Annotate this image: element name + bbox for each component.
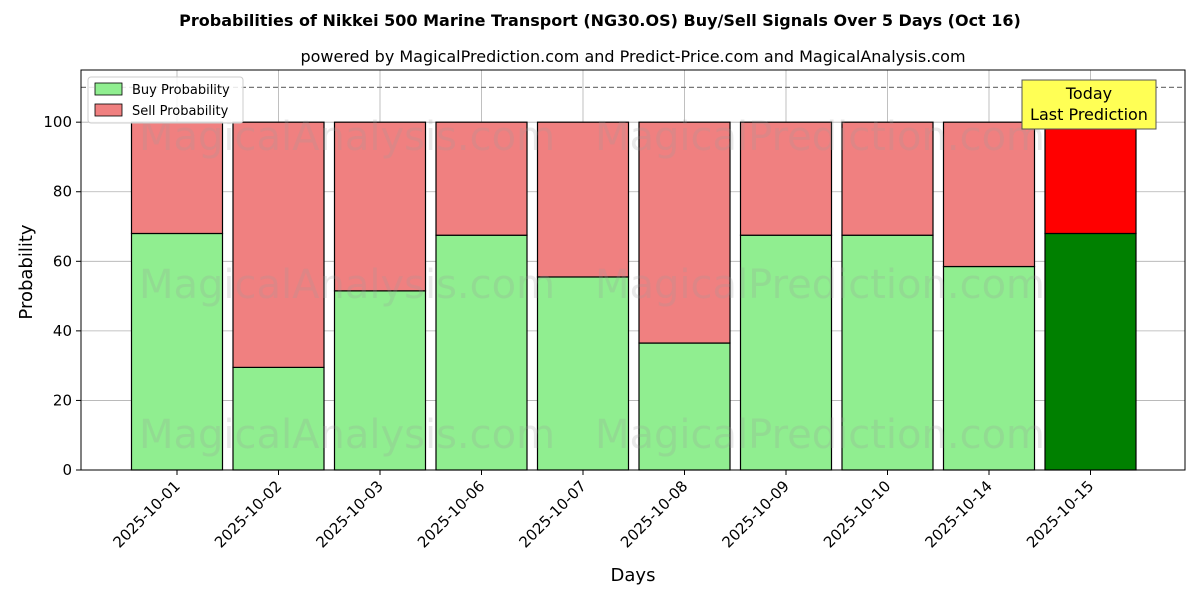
legend-frame bbox=[87, 76, 244, 124]
x-tick-label: 2025-10-10 bbox=[820, 477, 894, 551]
sell-bar bbox=[536, 121, 630, 278]
legend-swatch-buy bbox=[94, 82, 123, 96]
buy-bar bbox=[841, 234, 934, 471]
buy-bar bbox=[638, 342, 731, 471]
buy-bar bbox=[1044, 232, 1137, 471]
watermark-text: MagicalPrediction.com bbox=[595, 114, 1045, 160]
x-tick-label: 2025-10-03 bbox=[312, 477, 386, 551]
x-tick-label: 2025-10-09 bbox=[718, 477, 792, 551]
y-tick-label: 40 bbox=[53, 322, 72, 340]
x-axis-label: Days bbox=[611, 565, 656, 586]
x-tick-label: 2025-10-06 bbox=[414, 477, 488, 551]
watermark-text: MagicalAnalysis.com bbox=[139, 412, 555, 458]
plot-frame bbox=[80, 69, 1186, 471]
legend-swatch-sell bbox=[94, 103, 123, 117]
annotation-line-2: Last Prediction bbox=[1030, 105, 1148, 124]
x-tick-label: 2025-10-02 bbox=[211, 477, 285, 551]
y-axis-label: Probability bbox=[16, 224, 37, 319]
x-tick-label: 2025-10-15 bbox=[1023, 477, 1097, 551]
sell-bar bbox=[130, 121, 224, 235]
x-tick-label: 2025-10-14 bbox=[921, 477, 995, 551]
annotation-box bbox=[1021, 79, 1157, 130]
buy-bar bbox=[739, 234, 833, 471]
sell-bar bbox=[1044, 121, 1137, 235]
watermark-text: MagicalPrediction.com bbox=[595, 262, 1045, 308]
y-tick-label: 80 bbox=[53, 183, 72, 201]
sell-bar bbox=[232, 121, 325, 368]
y-tick-label: 20 bbox=[53, 391, 72, 409]
buy-bar bbox=[435, 234, 528, 471]
chart-subtitle: powered by MagicalPrediction.com and Pre… bbox=[300, 47, 965, 66]
sell-bar bbox=[942, 121, 1036, 268]
sell-bar bbox=[435, 121, 528, 236]
bars-layer bbox=[81, 86, 1185, 471]
watermark-layer: MagicalAnalysis.com MagicalPrediction.com… bbox=[139, 114, 1045, 458]
y-tick-label: 0 bbox=[62, 461, 72, 479]
sell-bar bbox=[841, 121, 934, 236]
buy-bar bbox=[942, 265, 1036, 471]
sell-bar bbox=[638, 121, 731, 344]
y-tick-label: 100 bbox=[43, 113, 72, 131]
sell-bar bbox=[333, 121, 427, 292]
buy-bar bbox=[333, 290, 427, 471]
buy-bar bbox=[536, 276, 630, 471]
y-tick-label: 60 bbox=[53, 252, 72, 270]
watermark-text: MagicalAnalysis.com bbox=[139, 262, 555, 308]
annotation-line-1: Today bbox=[1065, 84, 1112, 103]
x-tick-label: 2025-10-07 bbox=[515, 477, 589, 551]
chart-title: Probabilities of Nikkei 500 Marine Trans… bbox=[179, 11, 1021, 30]
sell-bar bbox=[739, 121, 833, 236]
legend: Buy Probability Sell Probability bbox=[87, 76, 244, 124]
legend-label-sell: Sell Probability bbox=[132, 104, 229, 119]
x-tick-label: 2025-10-01 bbox=[109, 477, 183, 551]
today-annotation: Today Last Prediction bbox=[1021, 79, 1157, 130]
watermark-text: MagicalPrediction.com bbox=[595, 412, 1045, 458]
legend-label-buy: Buy Probability bbox=[132, 83, 230, 98]
buy-bar bbox=[130, 232, 224, 471]
x-tick-label: 2025-10-08 bbox=[617, 477, 691, 551]
